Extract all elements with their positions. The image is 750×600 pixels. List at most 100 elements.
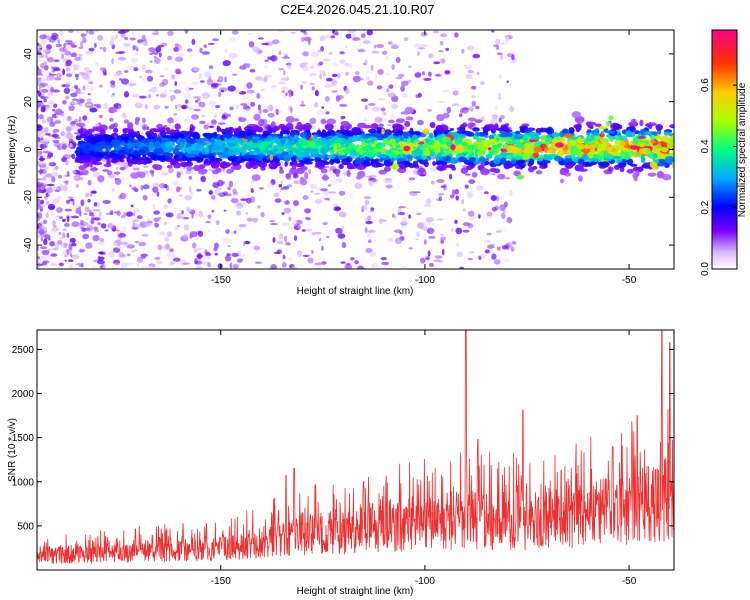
noise-speck	[475, 105, 480, 110]
signal-blob	[593, 153, 599, 159]
noise-speck	[350, 33, 356, 39]
noise-speck	[163, 221, 167, 225]
signal-blob	[325, 136, 329, 141]
noise-speck	[157, 217, 162, 220]
signal-blob	[671, 161, 674, 169]
noise-speck	[37, 43, 40, 46]
noise-speck	[85, 242, 93, 249]
signal-blob	[568, 139, 577, 146]
signal-blob	[252, 139, 258, 144]
noise-speck	[110, 83, 116, 88]
noise-speck	[508, 189, 513, 196]
noise-speck	[438, 100, 446, 104]
noise-speck	[139, 221, 148, 228]
noise-speck	[54, 77, 62, 81]
noise-speck	[288, 256, 293, 261]
noise-speck	[82, 115, 88, 121]
noise-speck	[80, 262, 85, 268]
noise-speck	[245, 197, 252, 204]
signal-blob	[226, 169, 234, 174]
noise-speck	[90, 218, 95, 225]
noise-speck	[74, 91, 77, 95]
noise-speck	[145, 182, 152, 185]
noise-speck	[434, 255, 443, 259]
signal-blob	[326, 118, 337, 125]
signal-blob	[607, 154, 614, 160]
noise-speck	[198, 73, 202, 80]
signal-blob	[258, 119, 265, 127]
noise-speck	[52, 128, 60, 133]
signal-blob	[663, 131, 671, 136]
colorbar-axis: 0.00.20.40.6	[700, 78, 737, 276]
signal-blob	[643, 140, 650, 145]
signal-blob	[219, 134, 225, 141]
noise-speck	[142, 165, 149, 168]
noise-speck	[152, 182, 160, 188]
noise-speck	[391, 213, 395, 218]
noise-speck	[310, 65, 314, 70]
signal-blob	[130, 172, 140, 179]
noise-speck	[217, 76, 224, 83]
noise-speck	[37, 188, 42, 194]
noise-speck	[170, 98, 174, 102]
noise-speck	[218, 192, 226, 198]
noise-speck	[110, 94, 115, 98]
snr-y-tick-label: 2500	[12, 345, 35, 356]
noise-speck	[381, 50, 388, 55]
signal-blob	[278, 123, 286, 129]
noise-speck	[452, 103, 459, 106]
noise-speck	[213, 197, 219, 202]
noise-speck	[91, 30, 100, 33]
signal-blob	[639, 148, 646, 155]
signal-blob	[279, 169, 284, 174]
signal-blob	[96, 156, 102, 162]
signal-blob	[355, 175, 362, 180]
signal-blob	[219, 145, 225, 152]
noise-speck	[400, 85, 405, 92]
noise-speck	[83, 221, 89, 227]
signal-blob	[533, 146, 543, 153]
signal-blob	[355, 157, 362, 165]
noise-speck	[66, 115, 72, 122]
noise-speck	[307, 257, 314, 264]
noise-speck	[432, 30, 440, 34]
spectrogram-y-tick-label: -40	[23, 237, 34, 252]
noise-speck	[345, 33, 352, 39]
noise-speck	[50, 116, 54, 124]
noise-speck	[183, 217, 189, 220]
noise-speck	[286, 184, 293, 188]
noise-speck	[230, 265, 238, 269]
noise-speck	[103, 103, 109, 110]
signal-blob	[103, 155, 113, 160]
signal-blob	[662, 174, 672, 181]
noise-speck	[285, 92, 288, 97]
noise-speck	[193, 96, 202, 99]
noise-speck	[167, 30, 174, 36]
noise-speck	[46, 44, 52, 50]
noise-speck	[37, 255, 40, 260]
noise-speck	[156, 94, 159, 97]
signal-blob	[614, 140, 621, 145]
noise-speck	[173, 112, 178, 116]
noise-speck	[116, 245, 121, 249]
signal-blob	[577, 136, 583, 144]
signal-blob	[554, 156, 562, 162]
noise-speck	[417, 119, 424, 126]
signal-blob	[403, 145, 411, 152]
noise-speck	[276, 240, 284, 245]
snr-y-tick-label: 1000	[12, 477, 35, 488]
noise-speck	[89, 87, 96, 92]
noise-speck	[387, 237, 394, 242]
noise-speck	[498, 117, 502, 123]
noise-speck	[364, 217, 369, 222]
noise-speck	[240, 202, 247, 206]
signal-blob	[185, 152, 194, 158]
noise-speck	[79, 41, 84, 48]
signal-blob	[546, 137, 554, 142]
signal-blob	[600, 139, 610, 143]
signal-blob	[325, 161, 330, 165]
snr-x-tick-label: -50	[622, 576, 637, 587]
noise-speck	[45, 211, 49, 218]
noise-speck	[112, 229, 121, 232]
noise-speck	[479, 81, 485, 86]
